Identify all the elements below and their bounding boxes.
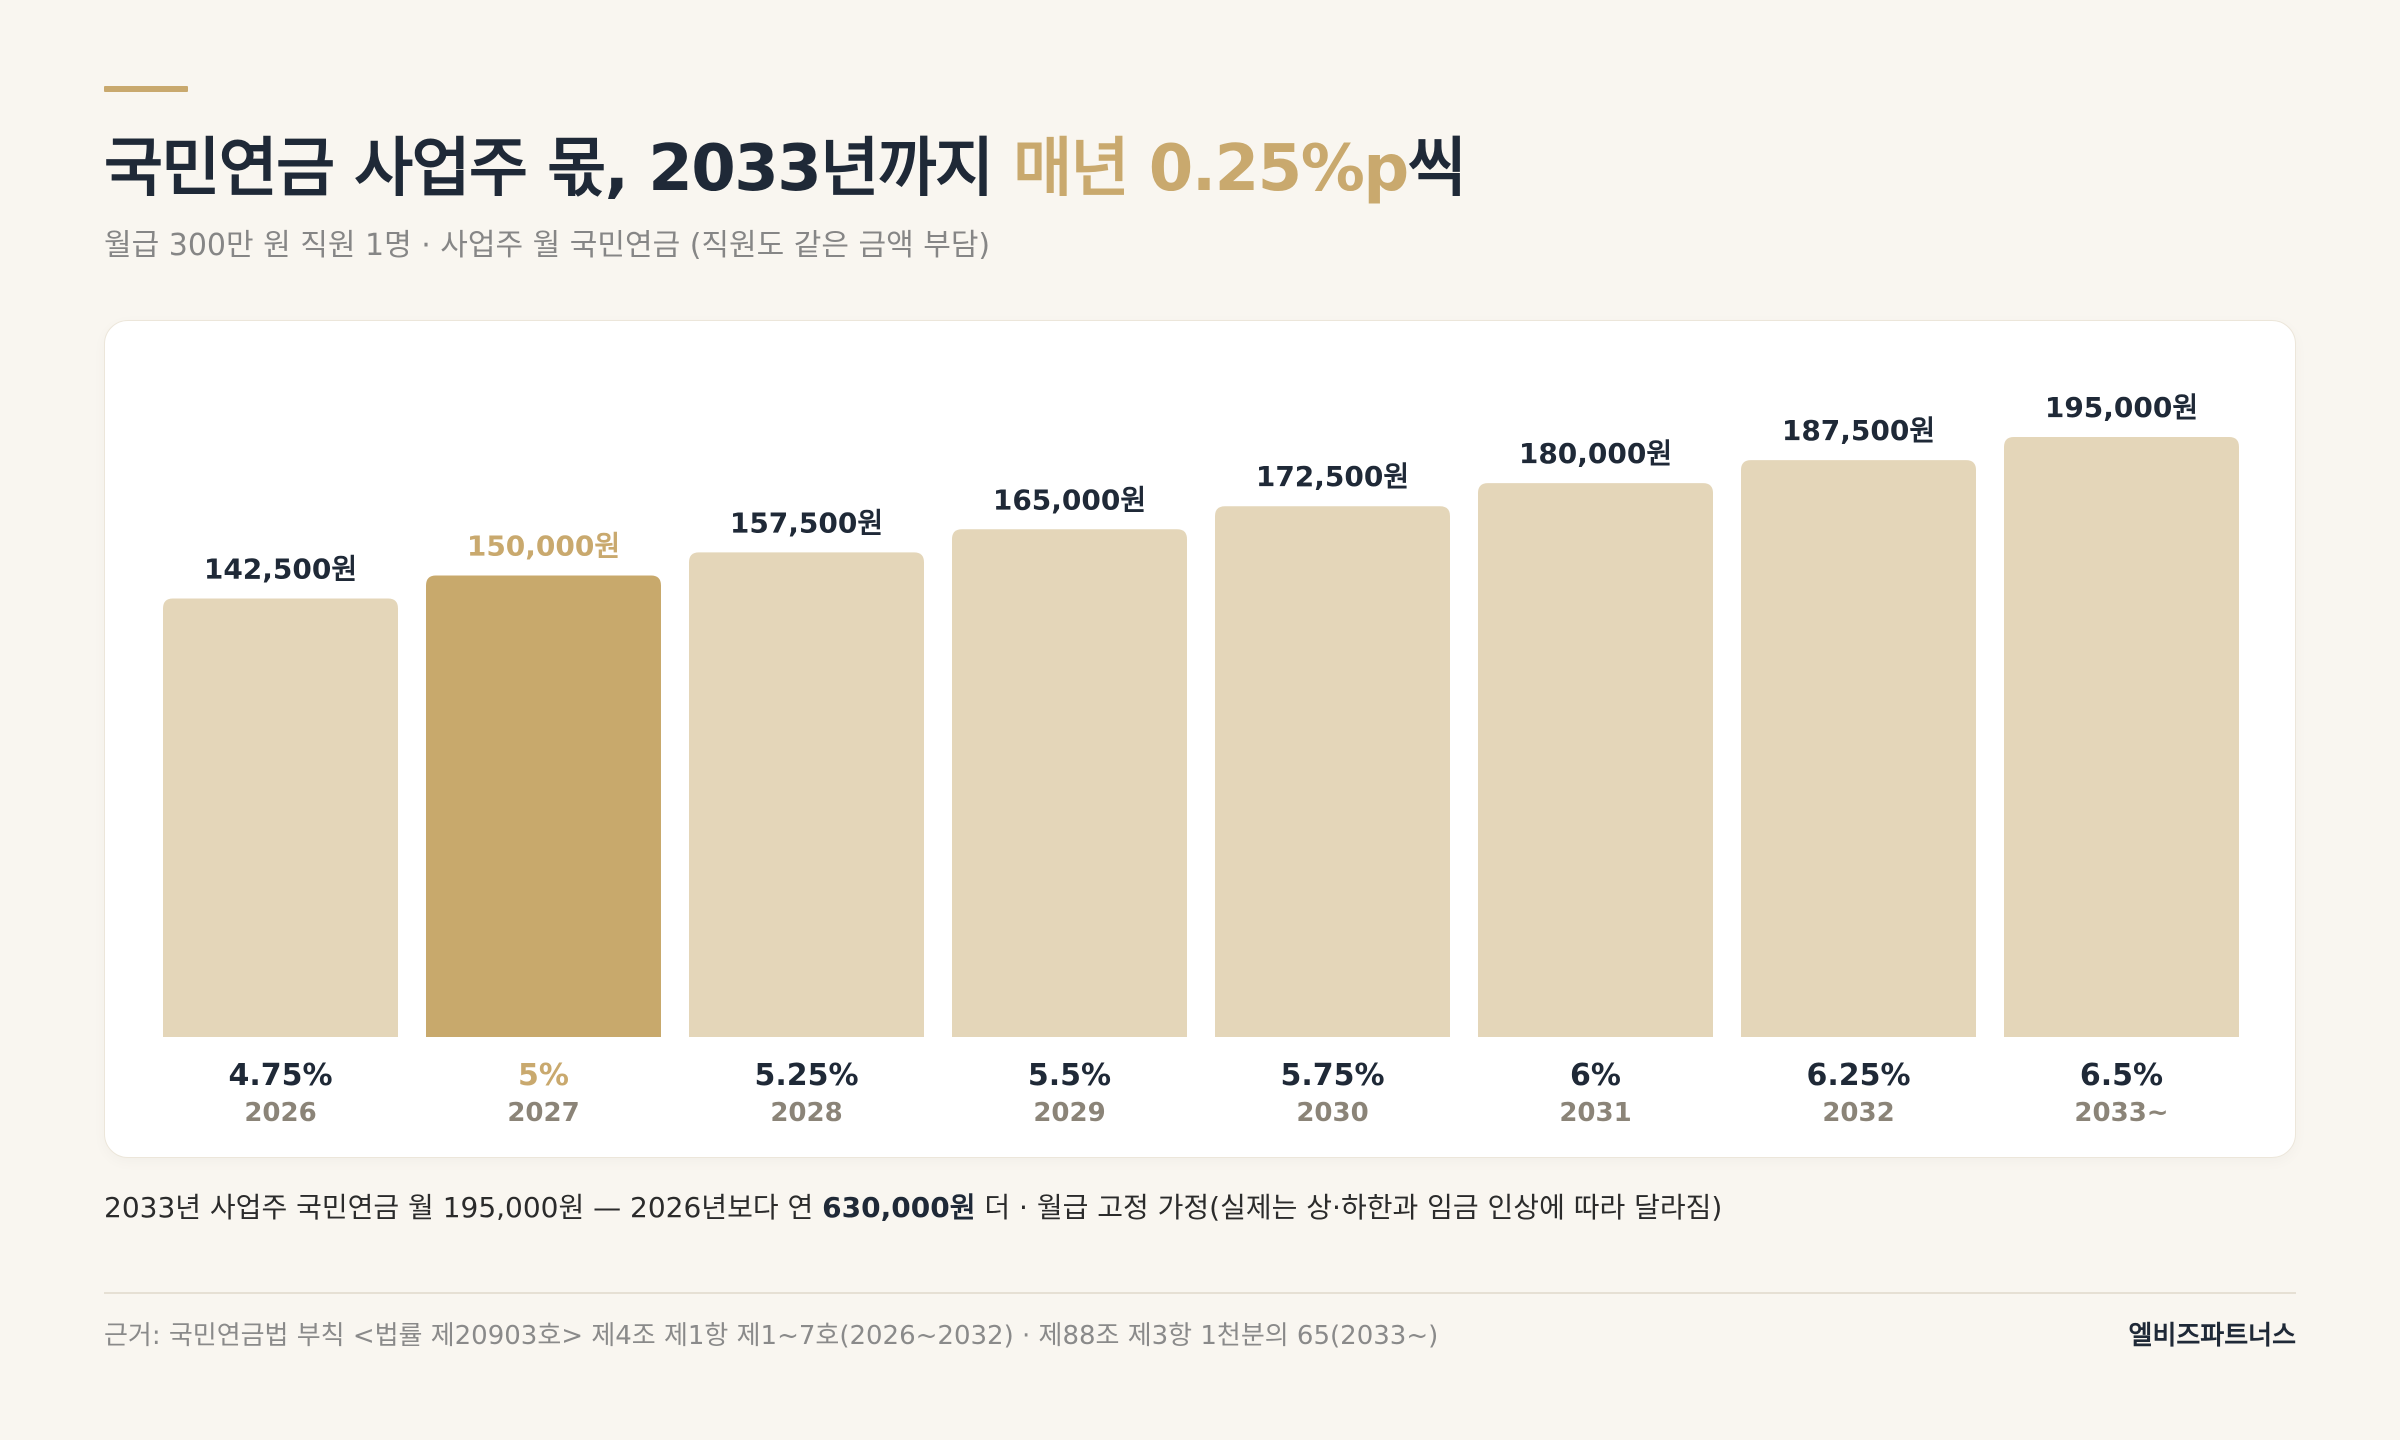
summary-note: 2033년 사업주 국민연금 월 195,000원 — 2026년보다 연 63… [104,1188,1722,1228]
year-label: 2030 [1296,1098,1368,1128]
year-label: 2033~ [2074,1098,2168,1128]
year-label: 2028 [770,1098,842,1128]
footer-divider [104,1292,2296,1294]
value-label: 142,500원 [204,553,357,586]
note-bold-amount: 630,000원 [822,1191,976,1224]
bar-2032 [1741,460,1976,1037]
title-accent-line [104,86,188,92]
year-label: 2029 [1033,1098,1105,1128]
value-label: 195,000원 [2045,391,2198,424]
bar-2030 [1215,506,1450,1037]
rate-label: 5% [518,1058,569,1093]
value-label: 150,000원 [467,529,620,562]
brand-name: 엘비즈파트너스 [2128,1321,2296,1351]
value-label: 172,500원 [1256,460,1409,493]
rate-label: 5.75% [1280,1058,1384,1093]
chart-card: 142,500원 4.75% 2026 150,000원 5% 2027 157,500원 5… [104,320,2296,1158]
note-suffix: 더 · 월급 고정 가정(실제는 상·하한과 임금 인상에 따라 달라짐) [975,1191,1723,1224]
bar-2027 [426,575,661,1037]
year-label: 2027 [507,1098,579,1128]
bar-2026 [163,598,398,1037]
title-suffix: 씩 [1407,132,1467,206]
year-label: 2026 [244,1098,316,1128]
rate-label: 6.25% [1806,1058,1910,1093]
year-label: 2031 [1559,1098,1631,1128]
page-title: 국민연금 사업주 몫, 2033년까지 매년 0.25%p씩 [104,128,1467,210]
source-citation: 근거: 국민연금법 부칙 <법률 제20903호> 제4조 제1항 제1~7호(… [104,1321,1439,1351]
title-main: 국민연금 사업주 몫, 2033년까지 [104,132,1014,206]
value-label: 157,500원 [730,506,883,539]
rate-label: 4.75% [228,1058,332,1093]
bar-2028 [689,552,924,1037]
rate-label: 5.5% [1028,1058,1111,1093]
year-label: 2032 [1822,1098,1894,1128]
rate-label: 6% [1570,1058,1621,1093]
bar-chart: 142,500원 4.75% 2026 150,000원 5% 2027 157,500원 5… [163,391,2239,1128]
value-label: 180,000원 [1519,437,1672,470]
bar-2031 [1478,483,1713,1038]
bar-2033~ [2004,437,2239,1037]
note-prefix: 2033년 사업주 국민연금 월 195,000원 — 2026년보다 연 [104,1191,823,1224]
rate-label: 5.25% [754,1058,858,1093]
rate-label: 6.5% [2080,1058,2163,1093]
page-subtitle: 월급 300만 원 직원 1명 · 사업주 월 국민연금 (직원도 같은 금액 … [104,228,991,263]
value-label: 165,000원 [993,483,1146,516]
bar-2029 [952,529,1187,1037]
title-highlight: 매년 0.25%p [1013,132,1409,206]
value-label: 187,500원 [1782,414,1935,447]
